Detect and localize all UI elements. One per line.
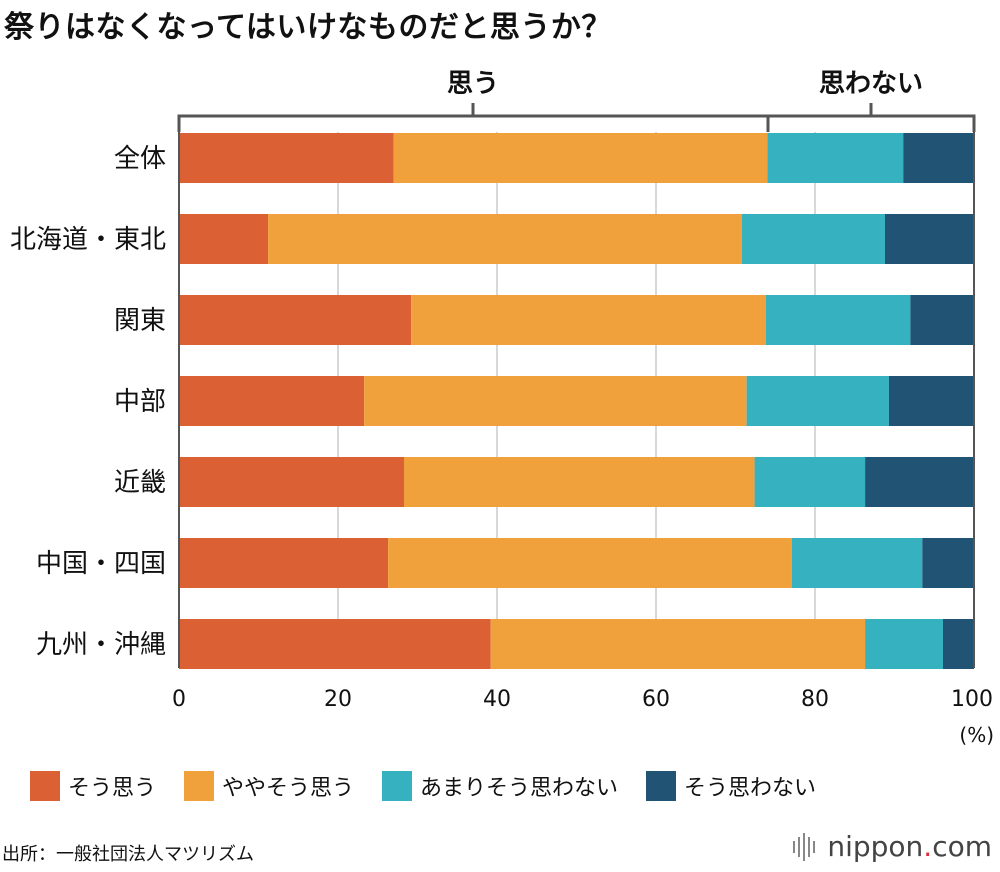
bar-1-series-3: [767, 133, 904, 183]
bar-3-series-2: [411, 295, 766, 345]
bar-4-series-3: [746, 376, 889, 426]
bar-1-series-4: [903, 133, 974, 183]
legend-item-1: そう思う: [30, 770, 156, 802]
bar-7-series-4: [942, 619, 974, 669]
bar-7-series-2: [490, 619, 866, 669]
category-label: 中部: [114, 387, 166, 417]
disagree-bracket-label: 思わない: [819, 69, 923, 99]
bar-5-series-1: [179, 457, 404, 507]
bar-5-series-4: [865, 457, 974, 507]
category-label: 全体: [114, 144, 166, 174]
legend-label-2: ややそう思う: [222, 776, 355, 801]
bars: [179, 133, 974, 669]
bar-1-series-1: [179, 133, 394, 183]
legend-label-1: そう思う: [68, 776, 157, 801]
legend-swatch-3: [382, 771, 413, 801]
legend-swatch-1: [30, 771, 60, 801]
legend-item-4: そう思わない: [646, 770, 816, 802]
category-label: 北海道・東北: [10, 225, 166, 255]
brand-name: nippon: [827, 830, 924, 863]
legend-label-4: そう思わない: [684, 776, 817, 801]
nippon-logo-icon: [793, 832, 816, 861]
agree-bracket-label: 思う: [447, 69, 499, 99]
bar-6-series-1: [179, 538, 389, 588]
x-tick-label: 100: [951, 687, 993, 712]
bar-4-series-1: [179, 376, 365, 426]
disagree-bracket-line: [766, 114, 976, 132]
bar-7-series-1: [179, 619, 491, 669]
category-label: 九州・沖縄: [36, 630, 166, 660]
bar-2-series-3: [741, 214, 885, 264]
legend-swatch-4: [646, 771, 677, 801]
bar-2-series-1: [179, 214, 269, 264]
x-tick-label: 40: [483, 687, 511, 712]
x-tick-label: 0: [172, 687, 186, 712]
category-label: 関東: [114, 306, 166, 336]
bar-1-series-2: [393, 133, 768, 183]
bar-4-series-4: [888, 376, 974, 426]
agree-bracket-line: [177, 114, 770, 132]
category-label: 中国・四国: [36, 549, 166, 579]
legend-item-2: ややそう思う: [184, 770, 354, 802]
stacked-bar-chart: 0 20 40 60 80 100 (%) 全体北海道・東北関東中部近畿中国・四国九州・沖縄…: [10, 69, 994, 747]
legend: そう思う ややそう思う あまりそう思わない そう思わない: [30, 770, 844, 802]
bar-4-series-2: [364, 376, 747, 426]
legend-label-3: あまりそう思わない: [420, 776, 619, 801]
bar-3-series-1: [179, 295, 412, 345]
brand-logo: nippon. com: [793, 830, 992, 863]
bar-7-series-3: [865, 619, 943, 669]
x-axis-unit: (%): [959, 723, 994, 747]
legend-item-3: あまりそう思わない: [382, 770, 618, 802]
source-note: 出所：一般社団法人マツリズム: [2, 844, 254, 865]
response-brackets: 思う 思わない: [177, 69, 976, 132]
bar-5-series-2: [403, 457, 755, 507]
bar-6-series-4: [922, 538, 974, 588]
x-tick-label: 60: [642, 687, 670, 712]
bar-2-series-4: [884, 214, 974, 264]
bar-5-series-3: [754, 457, 866, 507]
x-axis: 0 20 40 60 80 100 (%): [172, 132, 994, 747]
legend-swatch-2: [184, 771, 215, 801]
bar-3-series-3: [765, 295, 911, 345]
bar-2-series-2: [268, 214, 742, 264]
category-label: 近畿: [114, 468, 166, 498]
bar-6-series-3: [791, 538, 923, 588]
brand-dot: .: [923, 830, 933, 863]
brand-tld: com: [932, 830, 992, 863]
chart-title: 祭りはなくなってはいけなものだと思うか？: [4, 10, 612, 45]
bar-6-series-2: [388, 538, 792, 588]
x-tick-label: 80: [801, 687, 829, 712]
x-tick-label: 20: [324, 687, 352, 712]
bar-3-series-4: [910, 295, 974, 345]
